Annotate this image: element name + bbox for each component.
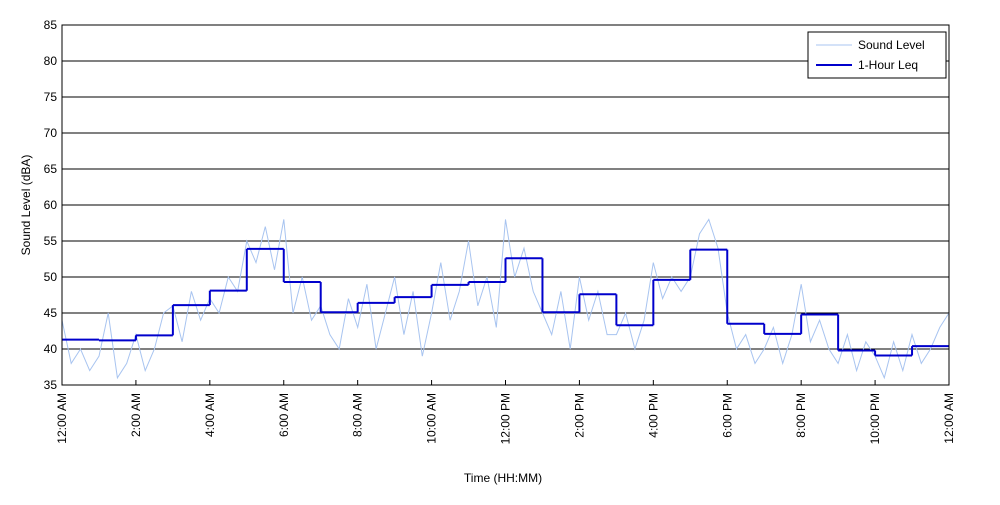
x-tick-label: 12:00 AM — [55, 393, 69, 444]
x-tick-label: 2:00 AM — [129, 393, 143, 437]
y-tick-label: 35 — [44, 378, 58, 392]
x-tick-label: 8:00 PM — [794, 393, 808, 438]
y-axis-label: Sound Level (dBA) — [19, 155, 33, 256]
y-tick-label: 65 — [44, 162, 58, 176]
y-tick-label: 75 — [44, 90, 58, 104]
plot-frame — [61, 24, 950, 386]
y-tick-label: 45 — [44, 306, 58, 320]
y-tick-label: 85 — [44, 18, 58, 32]
x-tick-label: 4:00 PM — [646, 393, 660, 438]
x-tick-label: 12:00 AM — [942, 393, 956, 444]
x-tick-label: 10:00 AM — [425, 393, 439, 444]
legend-label: 1-Hour Leq — [858, 58, 918, 72]
x-tick-label: 6:00 PM — [720, 393, 734, 438]
y-tick-label: 70 — [44, 126, 58, 140]
series-layer — [61, 218, 950, 380]
x-tick-label: 10:00 PM — [868, 393, 882, 444]
y-tick-label: 40 — [44, 342, 58, 356]
x-tick-label: 4:00 AM — [203, 393, 217, 437]
x-tick-label: 2:00 PM — [572, 393, 586, 438]
x-tick-label: 8:00 AM — [351, 393, 365, 437]
x-tick-label: 12:00 PM — [499, 393, 513, 444]
y-tick-label: 50 — [44, 270, 58, 284]
legend-box — [807, 31, 947, 79]
legend-label: Sound Level — [858, 38, 925, 52]
y-tick-label: 80 — [44, 54, 58, 68]
y-tick-label: 55 — [44, 234, 58, 248]
y-tick-label: 60 — [44, 198, 58, 212]
x-axis-label: Time (HH:MM) — [464, 471, 542, 485]
x-tick-label: 6:00 AM — [277, 393, 291, 437]
